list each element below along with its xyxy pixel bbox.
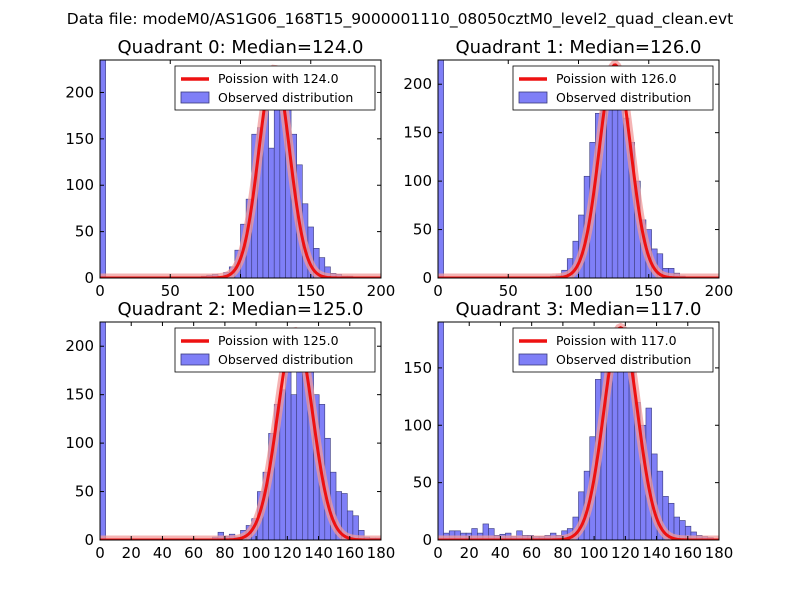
x-tick-label: 20 — [460, 544, 479, 562]
x-tick-label: 0 — [433, 282, 443, 300]
x-tick-label: 50 — [161, 282, 180, 300]
y-tick-label: 0 — [422, 531, 432, 549]
histogram-bar — [100, 60, 106, 278]
histogram-bar — [100, 322, 106, 540]
legend: Poission with 125.0 Observed distribution — [174, 327, 376, 373]
x-tick-label: 120 — [273, 544, 302, 562]
x-tick-label: 180 — [367, 544, 396, 562]
y-tick-label: 150 — [65, 386, 94, 404]
y-tick-label: 50 — [75, 483, 94, 501]
legend-line-label: Poission with 126.0 — [556, 71, 677, 86]
legend-bar-label: Observed distribution — [556, 90, 691, 105]
histogram-bar — [623, 367, 630, 540]
x-tick-label: 0 — [95, 282, 105, 300]
y-tick-label: 50 — [75, 223, 94, 241]
legend: Poission with 124.0 Observed distribution — [174, 65, 376, 111]
y-tick-label: 150 — [403, 124, 432, 142]
x-tick-label: 100 — [242, 544, 271, 562]
subplot-quadrant-1: Quadrant 1: Median=126.0 0 50 100 150 200 0 50 1… — [403, 37, 733, 300]
x-tick-label: 60 — [184, 544, 203, 562]
legend: Poission with 117.0 Observed distribution — [512, 327, 714, 373]
x-tick-label: 200 — [705, 282, 734, 300]
histogram-bar — [438, 322, 444, 540]
legend-bar-label: Observed distribution — [556, 352, 691, 367]
x-tick-label: 140 — [304, 544, 333, 562]
x-tick-label: 80 — [215, 544, 234, 562]
x-tick-label: 100 — [580, 544, 609, 562]
x-tick-label: 50 — [499, 282, 518, 300]
x-tick-label: 100 — [226, 282, 255, 300]
legend-bar-swatch — [518, 91, 548, 104]
axes-frame — [437, 321, 720, 541]
x-tick-label: 120 — [611, 544, 640, 562]
subplot-grid: Quadrant 0: Median=124.00 50 100 150 2000501… — [65, 37, 733, 562]
histogram-bar — [438, 60, 444, 278]
histogram-bar — [617, 98, 624, 278]
y-tick-label: 100 — [65, 176, 94, 194]
figure-suptitle: Data file: modeM0/AS1G06_168T15_90000011… — [67, 10, 733, 29]
subplot-quadrant-0: Quadrant 0: Median=124.0 0 50 100 150 200 0 50 1… — [65, 37, 395, 300]
legend-bar-swatch — [180, 91, 210, 104]
x-tick-label: 40 — [153, 544, 172, 562]
legend: Poission with 126.0 Observed distribution — [512, 65, 714, 111]
y-tick-label: 0 — [84, 531, 94, 549]
poisson-curve — [438, 326, 719, 540]
legend-bar-label: Observed distribution — [218, 90, 353, 105]
subplot-quadrant-3: Quadrant 3: Median=117.00 20 40 60 80 100 120 1… — [403, 299, 733, 562]
subplot-title: Quadrant 3: Median=117.0 — [456, 299, 702, 320]
y-tick-label: 100 — [65, 434, 94, 452]
y-tick-label: 200 — [403, 75, 432, 93]
y-tick-label: 50 — [413, 221, 432, 239]
axes-frame — [99, 321, 382, 541]
y-tick-label: 50 — [413, 474, 432, 492]
poisson-curve — [100, 330, 381, 540]
x-tick-label: 80 — [553, 544, 572, 562]
y-tick-label: 200 — [65, 337, 94, 355]
subplot-title: Quadrant 2: Median=125.0 — [118, 299, 364, 320]
x-tick-label: 20 — [122, 544, 141, 562]
subplot-title: Quadrant 1: Median=126.0 — [456, 37, 702, 58]
subplot-title: Quadrant 0: Median=124.0 — [118, 37, 364, 58]
x-tick-label: 40 — [491, 544, 510, 562]
legend-line-label: Poission with 117.0 — [556, 333, 677, 348]
legend-bar-label: Observed distribution — [218, 352, 353, 367]
legend-line-label: Poission with 125.0 — [218, 333, 339, 348]
legend-line-label: Poission with 124.0 — [218, 71, 339, 86]
y-tick-label: 150 — [65, 130, 94, 148]
y-tick-label: 200 — [65, 83, 94, 101]
x-tick-label: 100 — [564, 282, 593, 300]
x-tick-label: 0 — [95, 544, 105, 562]
subplot-quadrant-2: Quadrant 2: Median=125.00 20 40 60 80 100 120 1… — [65, 299, 395, 562]
histogram-bar — [285, 365, 292, 540]
x-tick-label: 150 — [634, 282, 663, 300]
x-tick-label: 140 — [642, 544, 671, 562]
y-tick-label: 0 — [84, 269, 94, 287]
x-tick-label: 180 — [705, 544, 734, 562]
histogram-bar — [268, 147, 275, 278]
x-tick-label: 200 — [367, 282, 396, 300]
y-tick-label: 0 — [422, 269, 432, 287]
x-tick-label: 0 — [433, 544, 443, 562]
x-tick-label: 160 — [335, 544, 364, 562]
y-tick-label: 150 — [403, 359, 432, 377]
x-tick-label: 160 — [673, 544, 702, 562]
legend-bar-swatch — [180, 353, 210, 366]
x-tick-label: 150 — [296, 282, 325, 300]
y-tick-label: 100 — [403, 172, 432, 190]
x-tick-label: 60 — [522, 544, 541, 562]
legend-bar-swatch — [518, 353, 548, 366]
y-tick-label: 100 — [403, 416, 432, 434]
histogram-bar — [290, 394, 297, 540]
histogram-bar — [617, 361, 624, 540]
